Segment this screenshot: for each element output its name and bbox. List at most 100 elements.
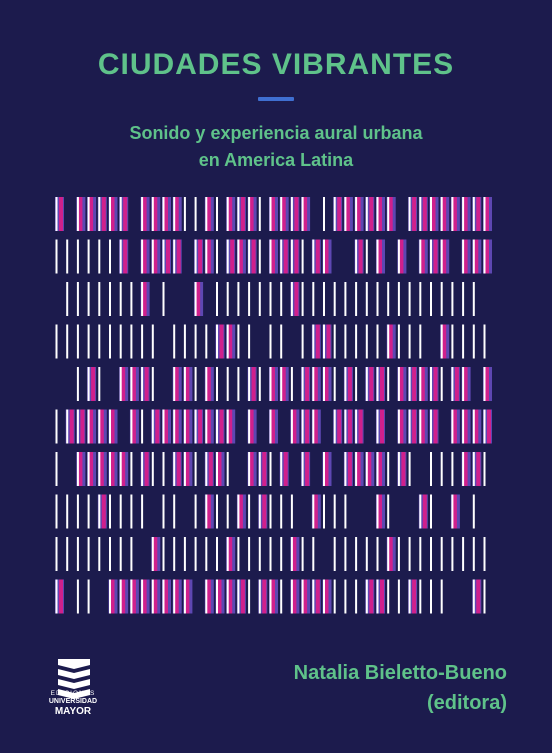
pattern-bar	[451, 282, 454, 316]
pattern-bar	[248, 537, 251, 571]
pattern-bar	[216, 494, 218, 529]
pattern-bar	[472, 324, 475, 359]
pattern-bar	[216, 537, 218, 571]
pattern-bar	[301, 409, 311, 444]
subtitle-line-1: Sonido y experiencia aural urbana	[129, 123, 423, 143]
pattern-bar	[355, 324, 358, 359]
pattern-bar	[87, 579, 90, 614]
pattern-bar	[76, 197, 86, 231]
pattern-bar	[258, 452, 268, 486]
pattern-bar	[194, 452, 197, 486]
publisher-line-3: MAYOR	[54, 706, 92, 717]
pattern-bar	[172, 409, 182, 444]
pattern-bar	[440, 324, 450, 359]
pattern-bar	[183, 409, 193, 444]
pattern-bar	[140, 452, 150, 486]
pattern-bar	[108, 452, 118, 486]
pattern-bar	[344, 494, 347, 529]
pattern-bar	[98, 367, 101, 401]
pattern-bar	[87, 197, 97, 231]
pattern-bar	[354, 409, 364, 444]
pattern-bar	[472, 579, 482, 614]
pattern-bar	[462, 324, 465, 359]
pattern-bar	[119, 197, 129, 231]
pattern-bar	[151, 579, 161, 614]
pattern-bar	[226, 282, 229, 316]
pattern-bar	[194, 239, 204, 274]
pattern-bar	[280, 282, 283, 316]
pattern-bar	[269, 409, 278, 444]
pattern-bar	[462, 537, 465, 571]
pattern-bar	[333, 537, 336, 571]
pattern-bar	[76, 282, 79, 316]
pattern-bar	[280, 494, 283, 529]
pattern-bar	[376, 579, 385, 614]
pattern-bar	[140, 367, 150, 401]
pattern-bar	[343, 409, 353, 444]
pattern-bar	[450, 409, 460, 444]
pattern-bar	[258, 579, 268, 614]
pattern-bar	[397, 452, 407, 486]
pattern-bar	[472, 537, 475, 571]
pattern-bar	[408, 452, 411, 486]
pattern-bar	[333, 579, 336, 614]
pattern-bar	[430, 537, 432, 571]
pattern-bar	[173, 324, 176, 359]
pattern-bar	[98, 537, 101, 571]
pattern-bar	[472, 197, 482, 231]
pattern-bar	[162, 282, 165, 316]
pattern-bar	[226, 367, 229, 401]
pattern-bar	[311, 367, 321, 401]
pattern-bar	[451, 537, 454, 571]
pattern-bar	[98, 239, 101, 274]
pattern-bar	[322, 452, 332, 486]
pattern-bar	[312, 537, 315, 571]
pattern-bar	[472, 282, 475, 316]
pattern-bar	[183, 367, 193, 401]
pattern-bar	[440, 282, 443, 316]
pattern-bar	[290, 537, 300, 571]
pattern-bar	[355, 282, 358, 316]
pattern-bar	[311, 324, 321, 359]
pattern-bar	[172, 239, 182, 274]
pattern-bar	[119, 579, 129, 614]
pattern-bar	[226, 409, 236, 444]
pattern-bar	[258, 239, 261, 274]
pattern-bar	[248, 494, 251, 529]
publisher-line-1: EDICIONES	[50, 690, 96, 697]
pattern-bar	[376, 409, 385, 444]
pattern-bar	[108, 409, 118, 444]
pattern-bar	[386, 537, 396, 571]
pattern-bar	[119, 239, 129, 274]
pattern-bar	[301, 282, 304, 316]
pattern-bar	[376, 239, 385, 274]
pattern-bar	[397, 239, 407, 274]
pattern-bar	[236, 239, 246, 274]
pattern-bar	[109, 494, 111, 529]
pattern-bar	[247, 409, 257, 444]
pattern-bar	[365, 452, 375, 486]
pattern-bar	[194, 197, 197, 231]
pattern-bar	[183, 197, 186, 231]
pattern-bar	[387, 452, 390, 486]
pattern-bar	[408, 197, 418, 231]
pattern-bar	[226, 197, 236, 231]
pattern-bar	[205, 537, 208, 571]
pattern-bar	[333, 367, 336, 401]
pattern-bar	[408, 409, 418, 444]
pattern-bar	[109, 324, 111, 359]
author-role: (editora)	[427, 692, 507, 714]
pattern-bar	[322, 324, 332, 359]
pattern-bar	[419, 537, 422, 571]
pattern-bar	[450, 494, 460, 529]
pattern-bar	[173, 494, 176, 529]
pattern-bar	[418, 239, 428, 274]
pattern-bar	[301, 324, 304, 359]
pattern-bar	[55, 537, 58, 571]
pattern-bar	[483, 537, 486, 571]
pattern-bar	[76, 367, 79, 401]
pattern-bar	[76, 239, 79, 274]
pattern-bar	[129, 579, 139, 614]
pattern-bar	[162, 239, 171, 274]
pattern-bar	[440, 452, 443, 486]
